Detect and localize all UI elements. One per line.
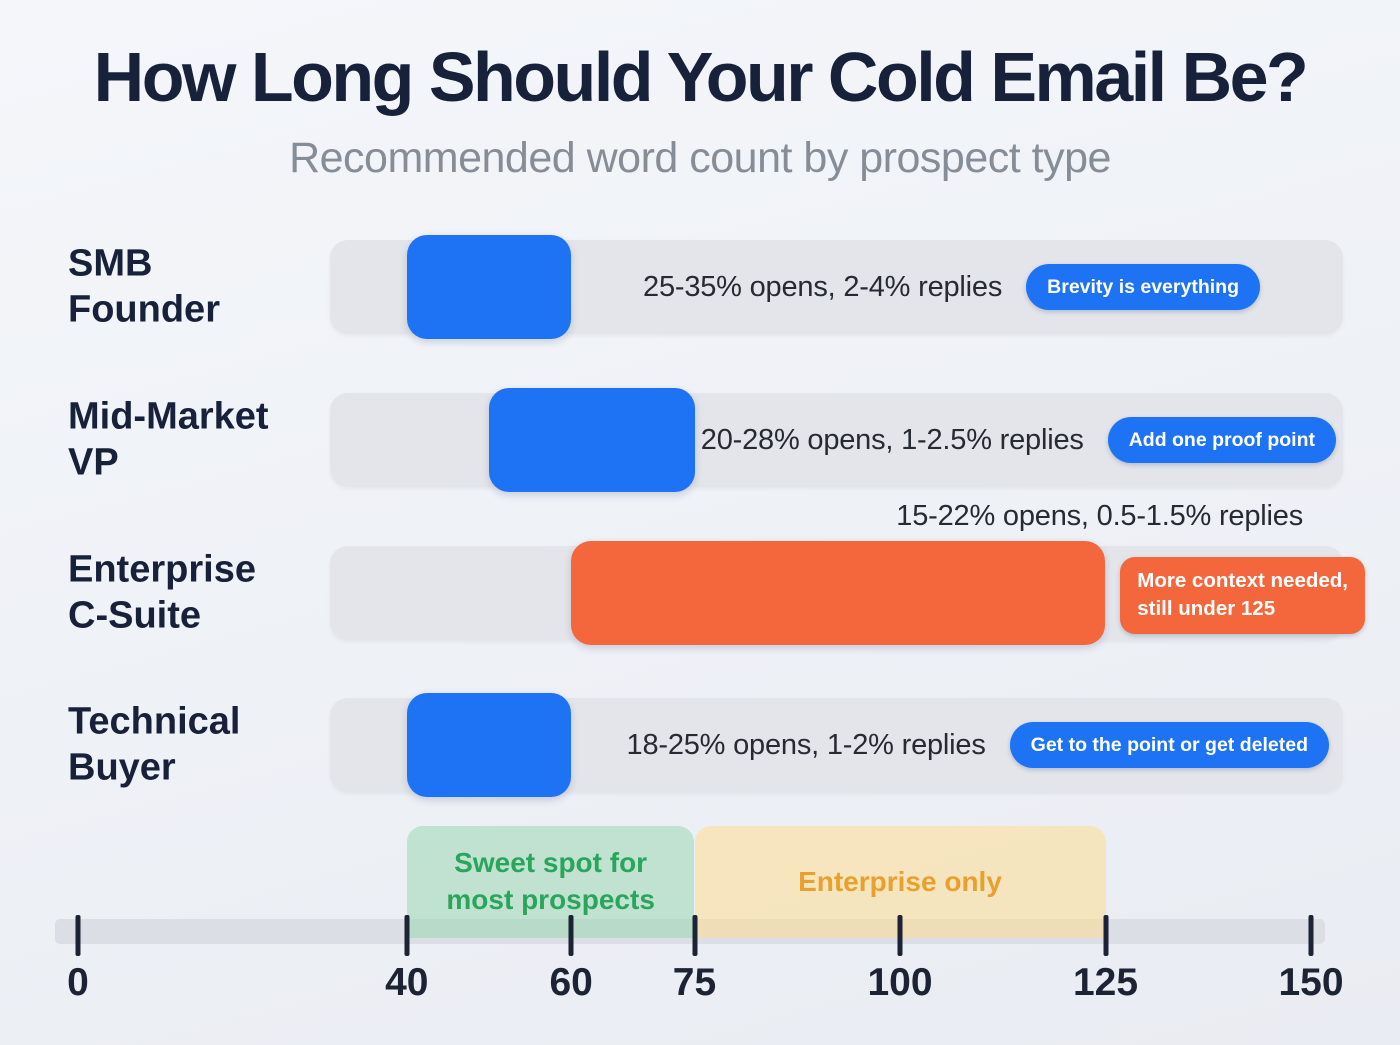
axis-tick: 100 bbox=[867, 915, 933, 1004]
page-subtitle: Recommended word count by prospect type bbox=[289, 134, 1111, 182]
row-label: SMB Founder bbox=[68, 242, 220, 331]
stats-text: 18-25% opens, 1-2% replies bbox=[626, 728, 986, 761]
insight-badge: Get to the point or get deleted bbox=[1009, 722, 1329, 768]
row-label: Technical Buyer bbox=[68, 700, 241, 789]
insight-badge: More context needed, still under 125 bbox=[1120, 557, 1365, 634]
tick-label: 60 bbox=[549, 961, 593, 1004]
tick-label: 100 bbox=[867, 961, 933, 1004]
axis-tick: 60 bbox=[549, 915, 593, 1004]
axis-tick: 0 bbox=[67, 915, 89, 1004]
tick-label: 150 bbox=[1278, 961, 1344, 1004]
row-label: Mid-Market VP bbox=[68, 395, 269, 484]
axis-tick: 125 bbox=[1073, 915, 1138, 1004]
insight-badge: Add one proof point bbox=[1107, 417, 1336, 463]
tick-label: 0 bbox=[67, 961, 89, 1004]
value-bar bbox=[406, 235, 572, 339]
zone-sweet-spot: Sweet spot for most prospects bbox=[406, 826, 695, 938]
tick-label: 40 bbox=[385, 961, 429, 1004]
row-meta: 18-25% opens, 1-2% replies Get to the po… bbox=[627, 722, 1329, 768]
chart-row-smb-founder: SMB Founder 25-35% opens, 2-4% replies B… bbox=[0, 235, 1400, 339]
value-bar bbox=[406, 693, 572, 797]
value-bar bbox=[489, 388, 695, 492]
stats-text: 20-28% opens, 1-2.5% replies bbox=[700, 423, 1084, 456]
header: How Long Should Your Cold Email Be? Reco… bbox=[0, 0, 1400, 183]
axis-tick: 75 bbox=[673, 915, 716, 1004]
tick-label: 125 bbox=[1072, 961, 1139, 1004]
chart-row-technical-buyer: Technical Buyer 18-25% opens, 1-2% repli… bbox=[0, 693, 1400, 797]
stats-text: 25-35% opens, 2-4% replies bbox=[643, 270, 1003, 303]
page-title: How Long Should Your Cold Email Be? bbox=[93, 38, 1309, 116]
chart-row-enterprise-c-suite: Enterprise C-Suite 15-22% opens, 0.5-1.5… bbox=[0, 500, 1400, 645]
tick-label: 75 bbox=[672, 961, 717, 1004]
row-meta: 25-35% opens, 2-4% replies Brevity is ev… bbox=[643, 264, 1260, 310]
axis-tick: 40 bbox=[385, 915, 428, 1004]
axis-tick: 150 bbox=[1278, 915, 1344, 1004]
row-label: Enterprise C-Suite bbox=[68, 548, 256, 637]
chart-row-mid-market-vp: Mid-Market VP 20-28% opens, 1-2.5% repli… bbox=[0, 388, 1400, 492]
stats-text: 15-22% opens, 0.5-1.5% replies bbox=[896, 500, 1303, 532]
insight-badge: Brevity is everything bbox=[1026, 264, 1260, 310]
value-bar bbox=[571, 541, 1106, 645]
row-meta: 20-28% opens, 1-2.5% replies Add one pro… bbox=[701, 417, 1336, 463]
